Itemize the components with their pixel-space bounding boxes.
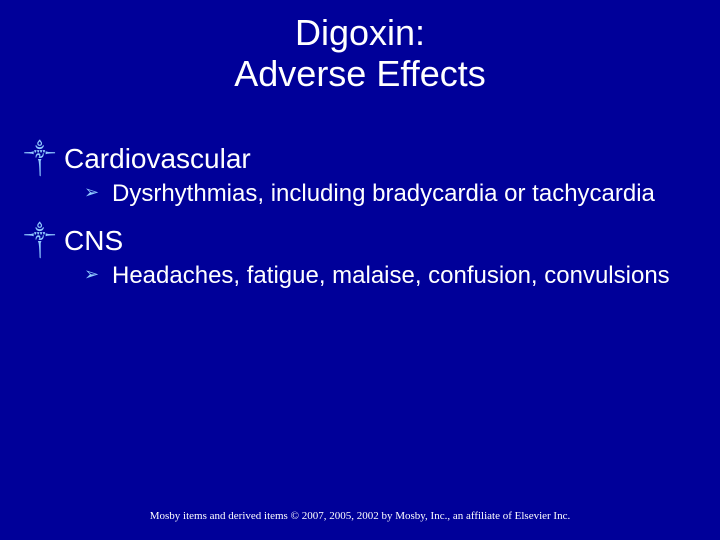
- list-subitem: ➢ Headaches, fatigue, malaise, confusion…: [84, 261, 696, 291]
- slide-title: Digoxin: Adverse Effects: [0, 0, 720, 95]
- slide-body: ༒ Cardiovascular ➢ Dysrhythmias, includi…: [0, 95, 720, 291]
- bullet-l1-icon: ༒: [24, 143, 64, 174]
- list-item-label: CNS: [64, 225, 696, 257]
- list-item-label: Cardiovascular: [64, 143, 696, 175]
- bullet-l2-icon: ➢: [84, 261, 112, 288]
- list-item: ༒ CNS: [24, 225, 696, 257]
- list-item: ༒ Cardiovascular: [24, 143, 696, 175]
- list-subitem-label: Headaches, fatigue, malaise, confusion, …: [112, 261, 696, 291]
- list-subitem-label: Dysrhythmias, including bradycardia or t…: [112, 179, 696, 209]
- bullet-l1-icon: ༒: [24, 225, 64, 256]
- title-line-1: Digoxin:: [0, 12, 720, 53]
- slide: Digoxin: Adverse Effects ༒ Cardiovascula…: [0, 0, 720, 540]
- list-subitem: ➢ Dysrhythmias, including bradycardia or…: [84, 179, 696, 209]
- bullet-l2-icon: ➢: [84, 179, 112, 206]
- title-line-2: Adverse Effects: [0, 53, 720, 94]
- copyright-footer: Mosby items and derived items © 2007, 20…: [0, 510, 720, 522]
